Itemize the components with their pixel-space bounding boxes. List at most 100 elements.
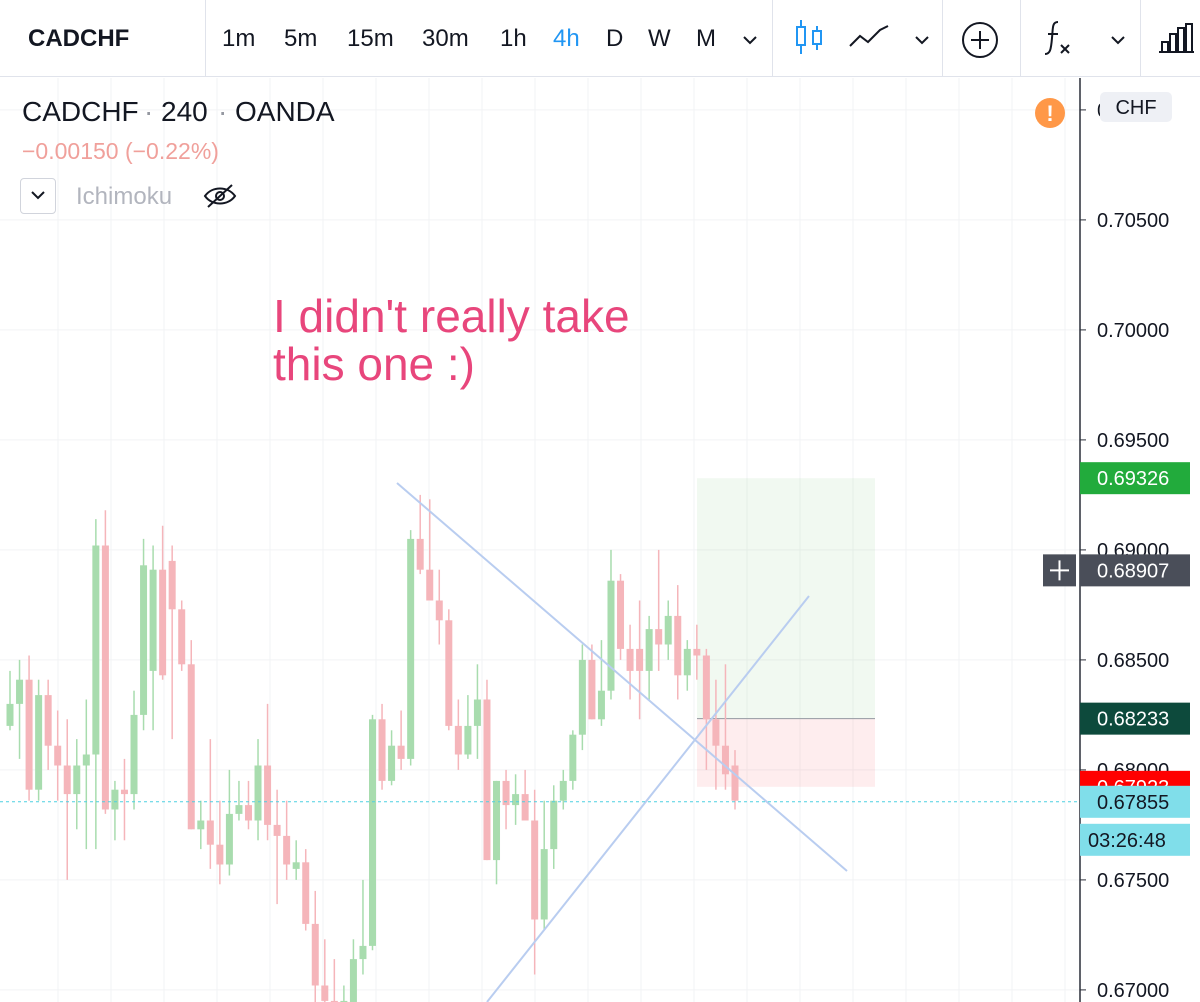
candle-body bbox=[73, 765, 81, 795]
target-price-label-bg bbox=[1080, 462, 1190, 495]
warning-icon[interactable] bbox=[1035, 98, 1065, 128]
current-price-label: 0.67855 bbox=[1097, 792, 1169, 814]
interval-button[interactable]: W bbox=[648, 25, 671, 52]
candle-body bbox=[712, 719, 720, 746]
candle-body bbox=[302, 862, 310, 924]
plus-icon bbox=[1050, 560, 1069, 581]
candle-body bbox=[454, 725, 462, 755]
candles-icon[interactable] bbox=[790, 18, 830, 58]
trend-line bbox=[486, 595, 810, 1002]
indicator-toggle[interactable] bbox=[20, 178, 56, 214]
candle-body bbox=[559, 780, 567, 801]
candle-body bbox=[626, 648, 634, 671]
candle-body bbox=[378, 719, 386, 781]
interval-button[interactable]: 30m bbox=[422, 25, 469, 52]
warning-mark: ! bbox=[1046, 101, 1053, 126]
divider bbox=[205, 0, 206, 77]
candle-body bbox=[569, 734, 577, 781]
candle-body bbox=[130, 714, 138, 795]
candle-body bbox=[6, 703, 14, 726]
candle-body bbox=[206, 820, 214, 845]
candle-body bbox=[235, 805, 243, 814]
target-price-label: 0.69326 bbox=[1097, 468, 1169, 490]
candle-body bbox=[512, 794, 520, 806]
candle-body bbox=[578, 659, 586, 735]
candle-body bbox=[321, 985, 329, 1001]
candle-body bbox=[636, 648, 644, 671]
indicator-name: Ichimoku bbox=[76, 183, 173, 210]
fx-icon[interactable] bbox=[1040, 18, 1080, 60]
candle-body bbox=[435, 600, 443, 621]
interval-button[interactable]: 1h bbox=[500, 25, 527, 52]
candle-body bbox=[464, 725, 472, 755]
divider bbox=[1020, 0, 1021, 77]
annotation-line: this one :) bbox=[273, 338, 475, 390]
countdown-label: 03:26:48 bbox=[1088, 830, 1166, 852]
candle-body bbox=[359, 945, 367, 960]
y-tick-label: 0.70000 bbox=[1097, 320, 1169, 342]
y-tick-label: 0.69500 bbox=[1097, 430, 1169, 452]
y-tick-label: 0.67000 bbox=[1097, 980, 1169, 1002]
candle-body bbox=[16, 679, 24, 704]
divider bbox=[942, 0, 943, 77]
candle-body bbox=[25, 679, 33, 790]
divider bbox=[772, 0, 773, 77]
trend-line bbox=[396, 482, 848, 872]
separator: · bbox=[218, 96, 228, 127]
candle-body bbox=[588, 659, 596, 720]
candle-body bbox=[597, 690, 605, 720]
interval-button[interactable]: 5m bbox=[284, 25, 318, 52]
candle-body bbox=[168, 560, 176, 610]
candle-body bbox=[693, 648, 701, 656]
hide-indicator-icon[interactable] bbox=[202, 182, 238, 210]
candle-body bbox=[254, 765, 262, 821]
candle-body bbox=[340, 1000, 348, 1002]
candle-body bbox=[82, 754, 90, 766]
dropdown-icon[interactable] bbox=[1104, 30, 1134, 50]
candle-body bbox=[388, 745, 396, 781]
candle-body bbox=[445, 620, 453, 726]
candle-body bbox=[702, 655, 710, 720]
candle-body bbox=[44, 695, 52, 746]
symbol-button[interactable]: CADCHF bbox=[28, 25, 130, 52]
dropdown-icon[interactable] bbox=[736, 30, 766, 50]
y-tick-label: 0.70500 bbox=[1097, 210, 1169, 232]
crosshair-price-label-bg bbox=[1080, 554, 1190, 587]
templates-icon[interactable] bbox=[1156, 22, 1196, 56]
candle-body bbox=[283, 835, 291, 865]
candle-body bbox=[550, 800, 558, 850]
candle-body bbox=[149, 569, 157, 671]
interval-button[interactable]: M bbox=[696, 25, 716, 52]
candle-body bbox=[369, 719, 376, 946]
legend-interval: 240 bbox=[161, 96, 208, 127]
compare-icon[interactable] bbox=[960, 20, 1000, 60]
trend-lines bbox=[396, 482, 848, 1002]
interval-button[interactable]: D bbox=[606, 25, 624, 52]
legend-change: −0.00150 (−0.22%) bbox=[22, 138, 219, 164]
candle-body bbox=[101, 545, 109, 810]
y-tick-label: 0.67500 bbox=[1097, 870, 1169, 892]
crosshair-price-label: 0.68907 bbox=[1097, 560, 1169, 582]
interval-button[interactable]: 15m bbox=[347, 25, 394, 52]
indicators-icon[interactable] bbox=[848, 22, 892, 52]
candle-body bbox=[721, 745, 729, 775]
candle-body bbox=[120, 789, 128, 795]
candle-body bbox=[493, 780, 501, 861]
candle-body bbox=[330, 1000, 338, 1002]
candle-body bbox=[683, 648, 691, 676]
countdown-bg bbox=[1080, 823, 1190, 856]
candle-body bbox=[645, 629, 653, 671]
candle-body bbox=[264, 765, 272, 825]
candle-body bbox=[521, 794, 529, 821]
interval-button[interactable]: 1m bbox=[222, 25, 256, 52]
candle-body bbox=[502, 780, 510, 806]
candle-body bbox=[407, 538, 415, 759]
candle-body bbox=[111, 789, 119, 810]
candle-body bbox=[540, 849, 548, 920]
interval-button[interactable]: 4h bbox=[553, 25, 580, 52]
currency-badge[interactable] bbox=[1100, 92, 1172, 122]
candle-body bbox=[731, 765, 739, 801]
candle-body bbox=[92, 545, 100, 755]
dropdown-icon[interactable] bbox=[908, 30, 938, 50]
